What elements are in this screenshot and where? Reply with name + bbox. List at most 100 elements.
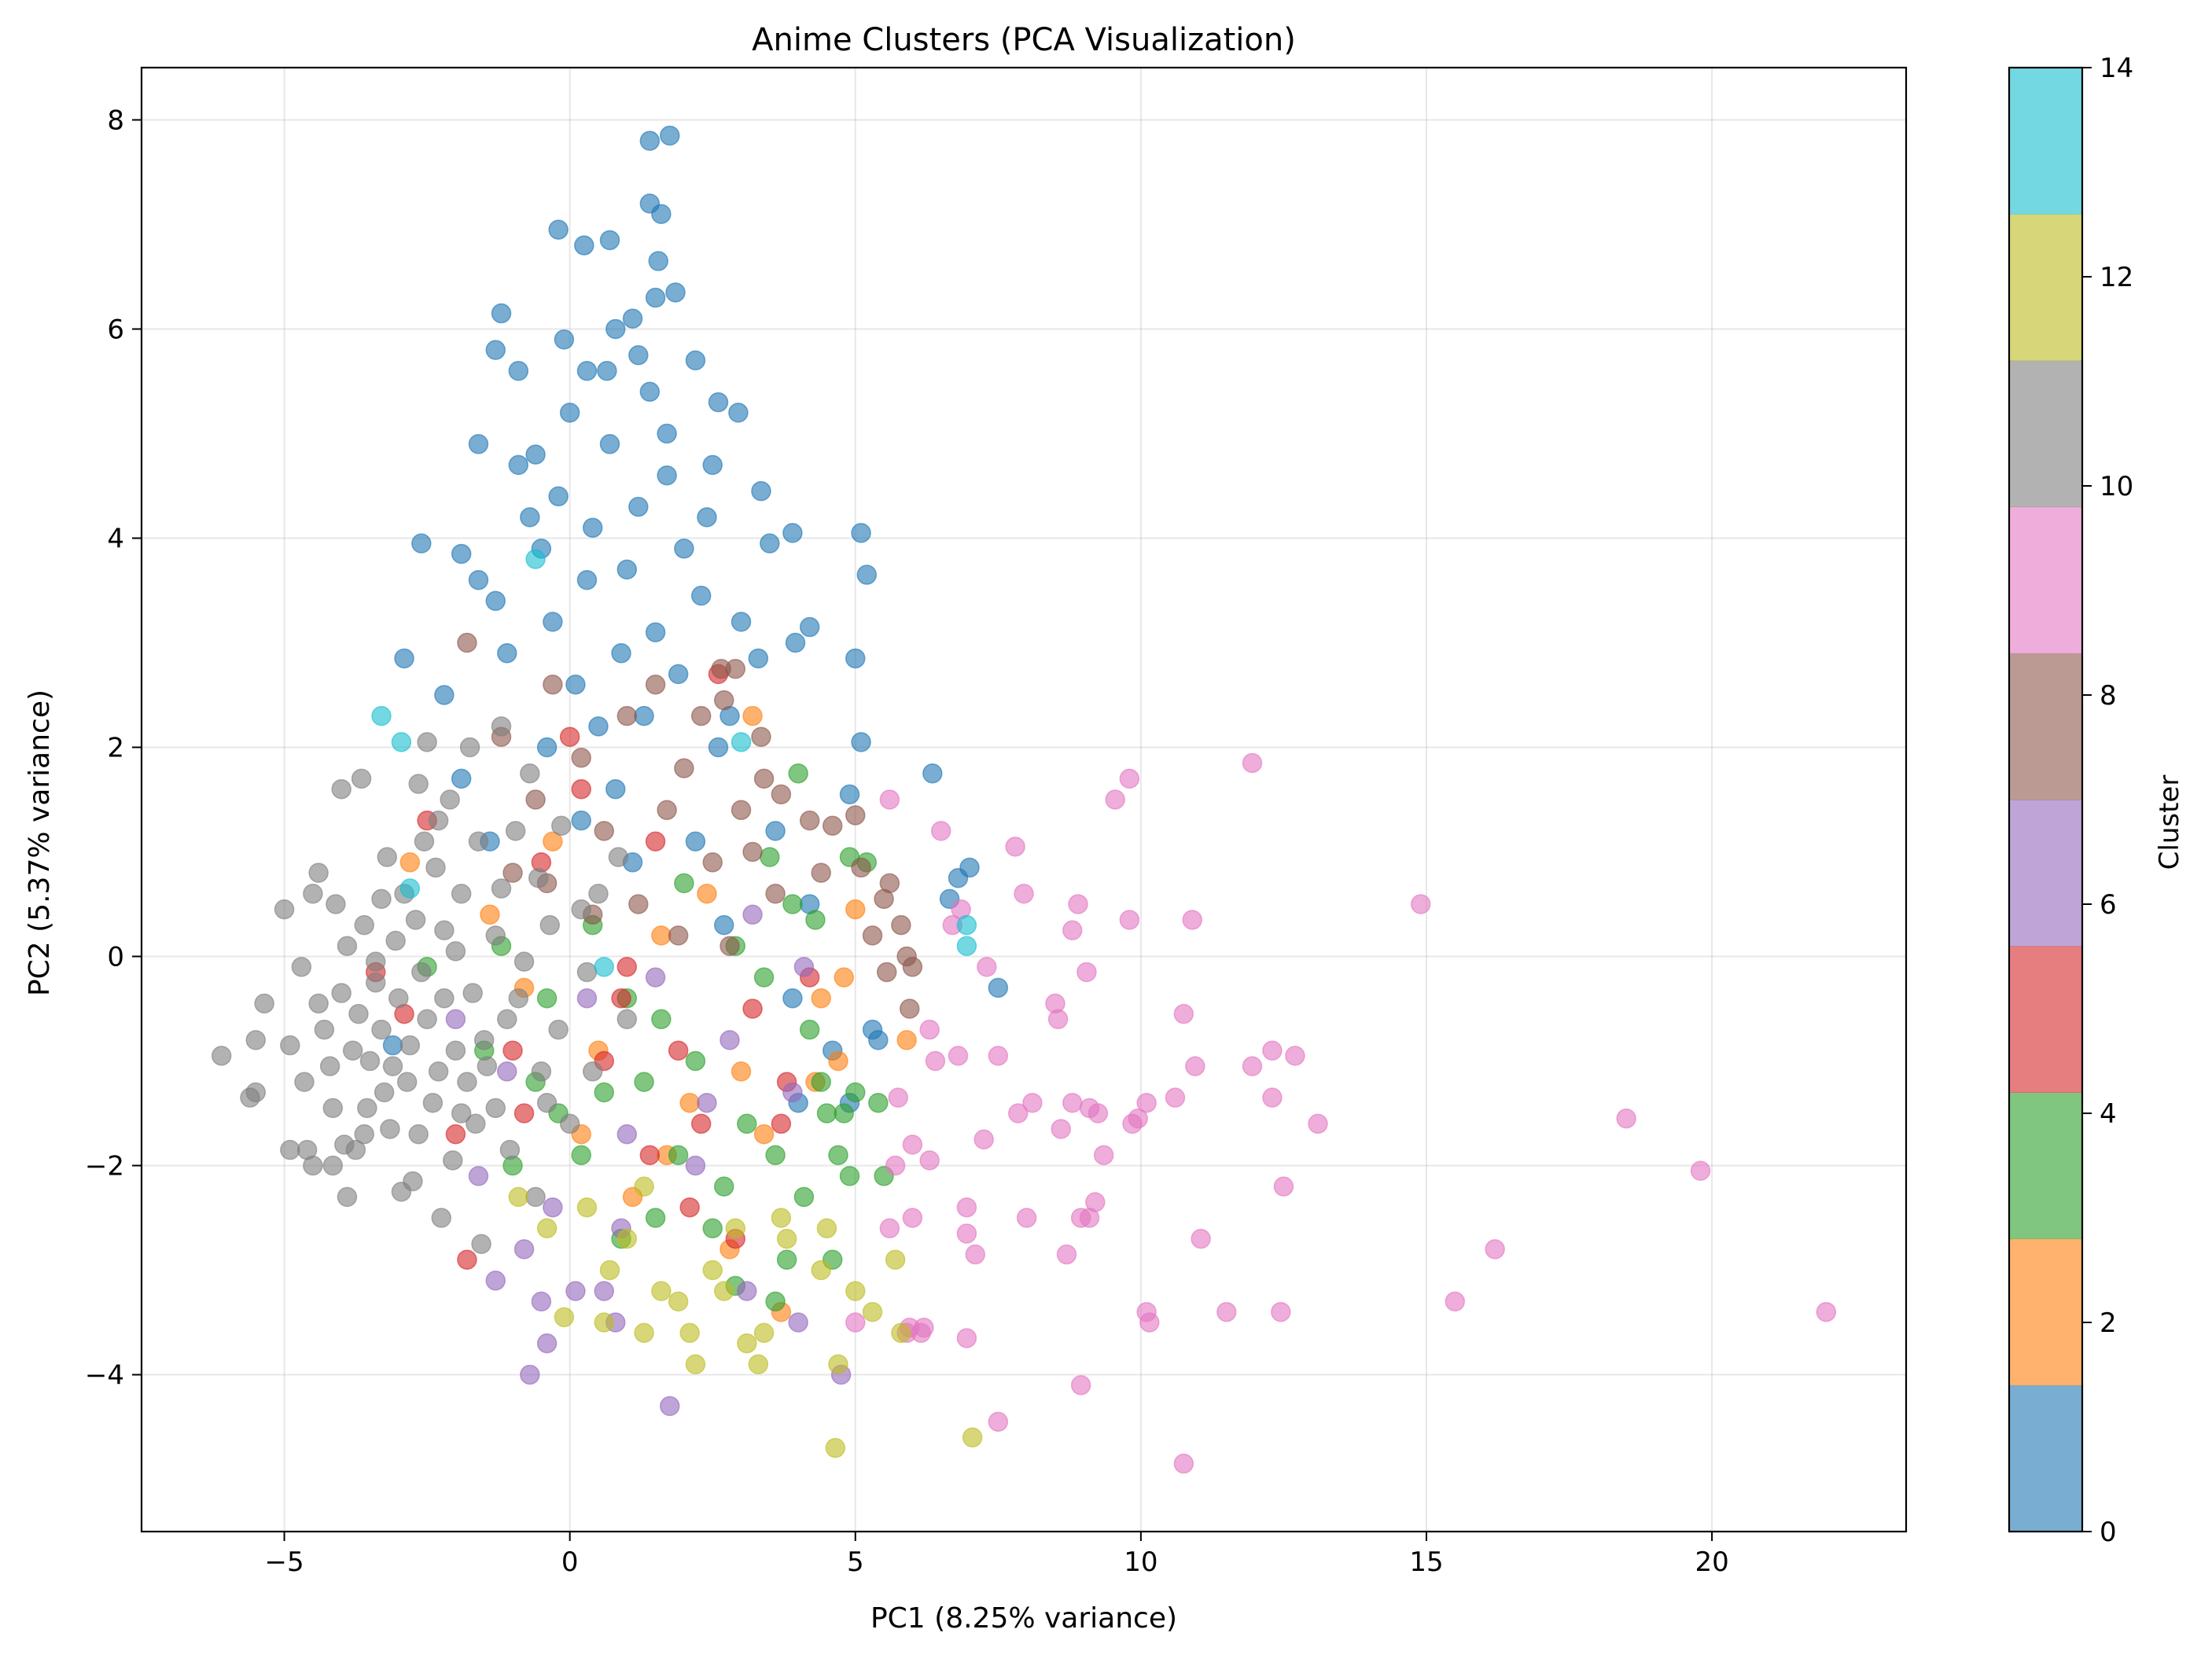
data-point-cluster-9 (930, 821, 951, 841)
colorbar-tick-label: 10 (2100, 471, 2133, 502)
data-point-cluster-12 (828, 1354, 848, 1374)
data-point-cluster-10 (616, 1009, 638, 1030)
data-point-cluster-0 (485, 590, 506, 612)
data-point-cluster-10 (326, 894, 346, 914)
data-point-cluster-9 (1122, 1113, 1143, 1135)
data-point-cluster-2 (845, 899, 866, 920)
data-point-cluster-12 (616, 1228, 638, 1249)
data-point-cluster-10 (571, 899, 591, 920)
data-point-cluster-12 (845, 1281, 866, 1301)
data-point-cluster-10 (371, 1019, 392, 1040)
data-point-cluster-6 (659, 1396, 680, 1417)
data-point-cluster-12 (599, 1260, 620, 1281)
data-point-cluster-14 (956, 936, 977, 956)
data-point-cluster-9 (1185, 1056, 1205, 1076)
colorbar-tick-label: 12 (2100, 262, 2133, 293)
data-point-cluster-9 (1445, 1291, 1466, 1312)
data-point-cluster-10 (499, 1139, 521, 1160)
data-point-cluster-12 (576, 1197, 598, 1218)
data-point-cluster-0 (548, 486, 569, 507)
data-point-cluster-9 (1262, 1087, 1283, 1108)
data-point-cluster-4 (594, 1082, 614, 1103)
data-point-cluster-4 (788, 763, 808, 784)
data-point-cluster-0 (622, 308, 643, 329)
data-point-cluster-10 (491, 716, 512, 737)
data-point-cluster-8 (690, 705, 712, 726)
data-point-cluster-14 (399, 878, 421, 899)
data-point-cluster-9 (1285, 1046, 1305, 1066)
data-point-cluster-9 (1173, 1453, 1194, 1474)
colorbar-band (2009, 214, 2082, 361)
data-point-cluster-8 (771, 784, 792, 805)
data-point-cluster-12 (668, 1291, 689, 1312)
data-point-cluster-10 (245, 1030, 266, 1050)
data-point-cluster-0 (468, 569, 489, 590)
data-point-cluster-12 (811, 1260, 831, 1281)
data-point-cluster-10 (485, 925, 506, 946)
data-point-cluster-10 (399, 1035, 421, 1056)
data-point-cluster-0 (411, 533, 432, 554)
colorbar-tick-label: 6 (2100, 889, 2117, 921)
data-point-cluster-0 (536, 737, 558, 758)
data-point-cluster-2 (651, 925, 672, 946)
data-point-cluster-8 (731, 800, 752, 821)
data-point-cluster-0 (394, 648, 414, 669)
data-point-cluster-14 (956, 914, 977, 936)
data-point-cluster-9 (1119, 768, 1140, 789)
data-point-cluster-0 (645, 287, 666, 308)
data-point-cluster-10 (551, 815, 572, 836)
data-point-cluster-9 (1007, 1103, 1029, 1124)
data-point-cluster-6 (520, 1364, 540, 1385)
data-point-cluster-9 (1005, 837, 1025, 857)
data-point-cluster-10 (428, 810, 449, 831)
data-point-cluster-9 (888, 1087, 908, 1108)
data-point-cluster-5 (559, 726, 580, 747)
data-point-cluster-0 (748, 648, 769, 669)
data-point-cluster-10 (291, 957, 312, 977)
data-point-cluster-8 (616, 705, 638, 726)
data-point-cluster-10 (337, 1186, 358, 1208)
data-point-cluster-10 (380, 1119, 400, 1139)
data-point-cluster-0 (565, 674, 586, 695)
plot-axes: −5 0 5 10 15 20 −4 −2 0 2 4 6 8 (85, 66, 1908, 1578)
data-point-cluster-0 (799, 616, 820, 638)
data-point-cluster-9 (1136, 1092, 1157, 1113)
data-point-cluster-8 (657, 800, 677, 821)
data-point-cluster-10 (417, 732, 437, 752)
data-point-cluster-9 (956, 1197, 977, 1218)
data-point-cluster-4 (793, 1186, 815, 1208)
data-point-cluster-8 (702, 852, 723, 873)
data-point-cluster-9 (1616, 1108, 1636, 1129)
data-point-cluster-9 (1093, 1145, 1114, 1165)
data-point-cluster-2 (697, 883, 717, 904)
data-point-cluster-0 (382, 1035, 403, 1056)
data-point-cluster-4 (811, 1072, 831, 1092)
data-point-cluster-2 (480, 904, 500, 925)
data-point-cluster-9 (1271, 1301, 1291, 1322)
colorbar-band (2009, 800, 2082, 947)
data-point-cluster-0 (576, 569, 598, 590)
data-point-cluster-8 (765, 883, 786, 904)
data-point-cluster-9 (956, 1328, 977, 1348)
plot-grid (142, 68, 1906, 1532)
data-point-cluster-6 (616, 1124, 638, 1145)
data-point-cluster-9 (1105, 789, 1125, 810)
x-tick-label: 0 (561, 1547, 579, 1578)
data-point-cluster-10 (440, 789, 460, 810)
data-point-cluster-10 (548, 1019, 569, 1040)
data-point-cluster-10 (477, 1056, 498, 1076)
data-point-cluster-12 (862, 1301, 883, 1322)
data-point-cluster-10 (414, 831, 435, 851)
data-point-cluster-4 (651, 1009, 672, 1030)
data-point-cluster-5 (445, 1124, 466, 1145)
data-point-cluster-10 (576, 962, 598, 983)
data-point-cluster-8 (876, 962, 897, 983)
data-point-cluster-9 (925, 1050, 946, 1072)
data-point-cluster-5 (639, 1145, 661, 1165)
data-point-cluster-6 (565, 1281, 586, 1301)
data-point-cluster-6 (468, 1166, 489, 1186)
data-point-cluster-10 (359, 1050, 381, 1072)
data-point-cluster-0 (839, 784, 860, 805)
data-point-cluster-5 (771, 1113, 792, 1135)
